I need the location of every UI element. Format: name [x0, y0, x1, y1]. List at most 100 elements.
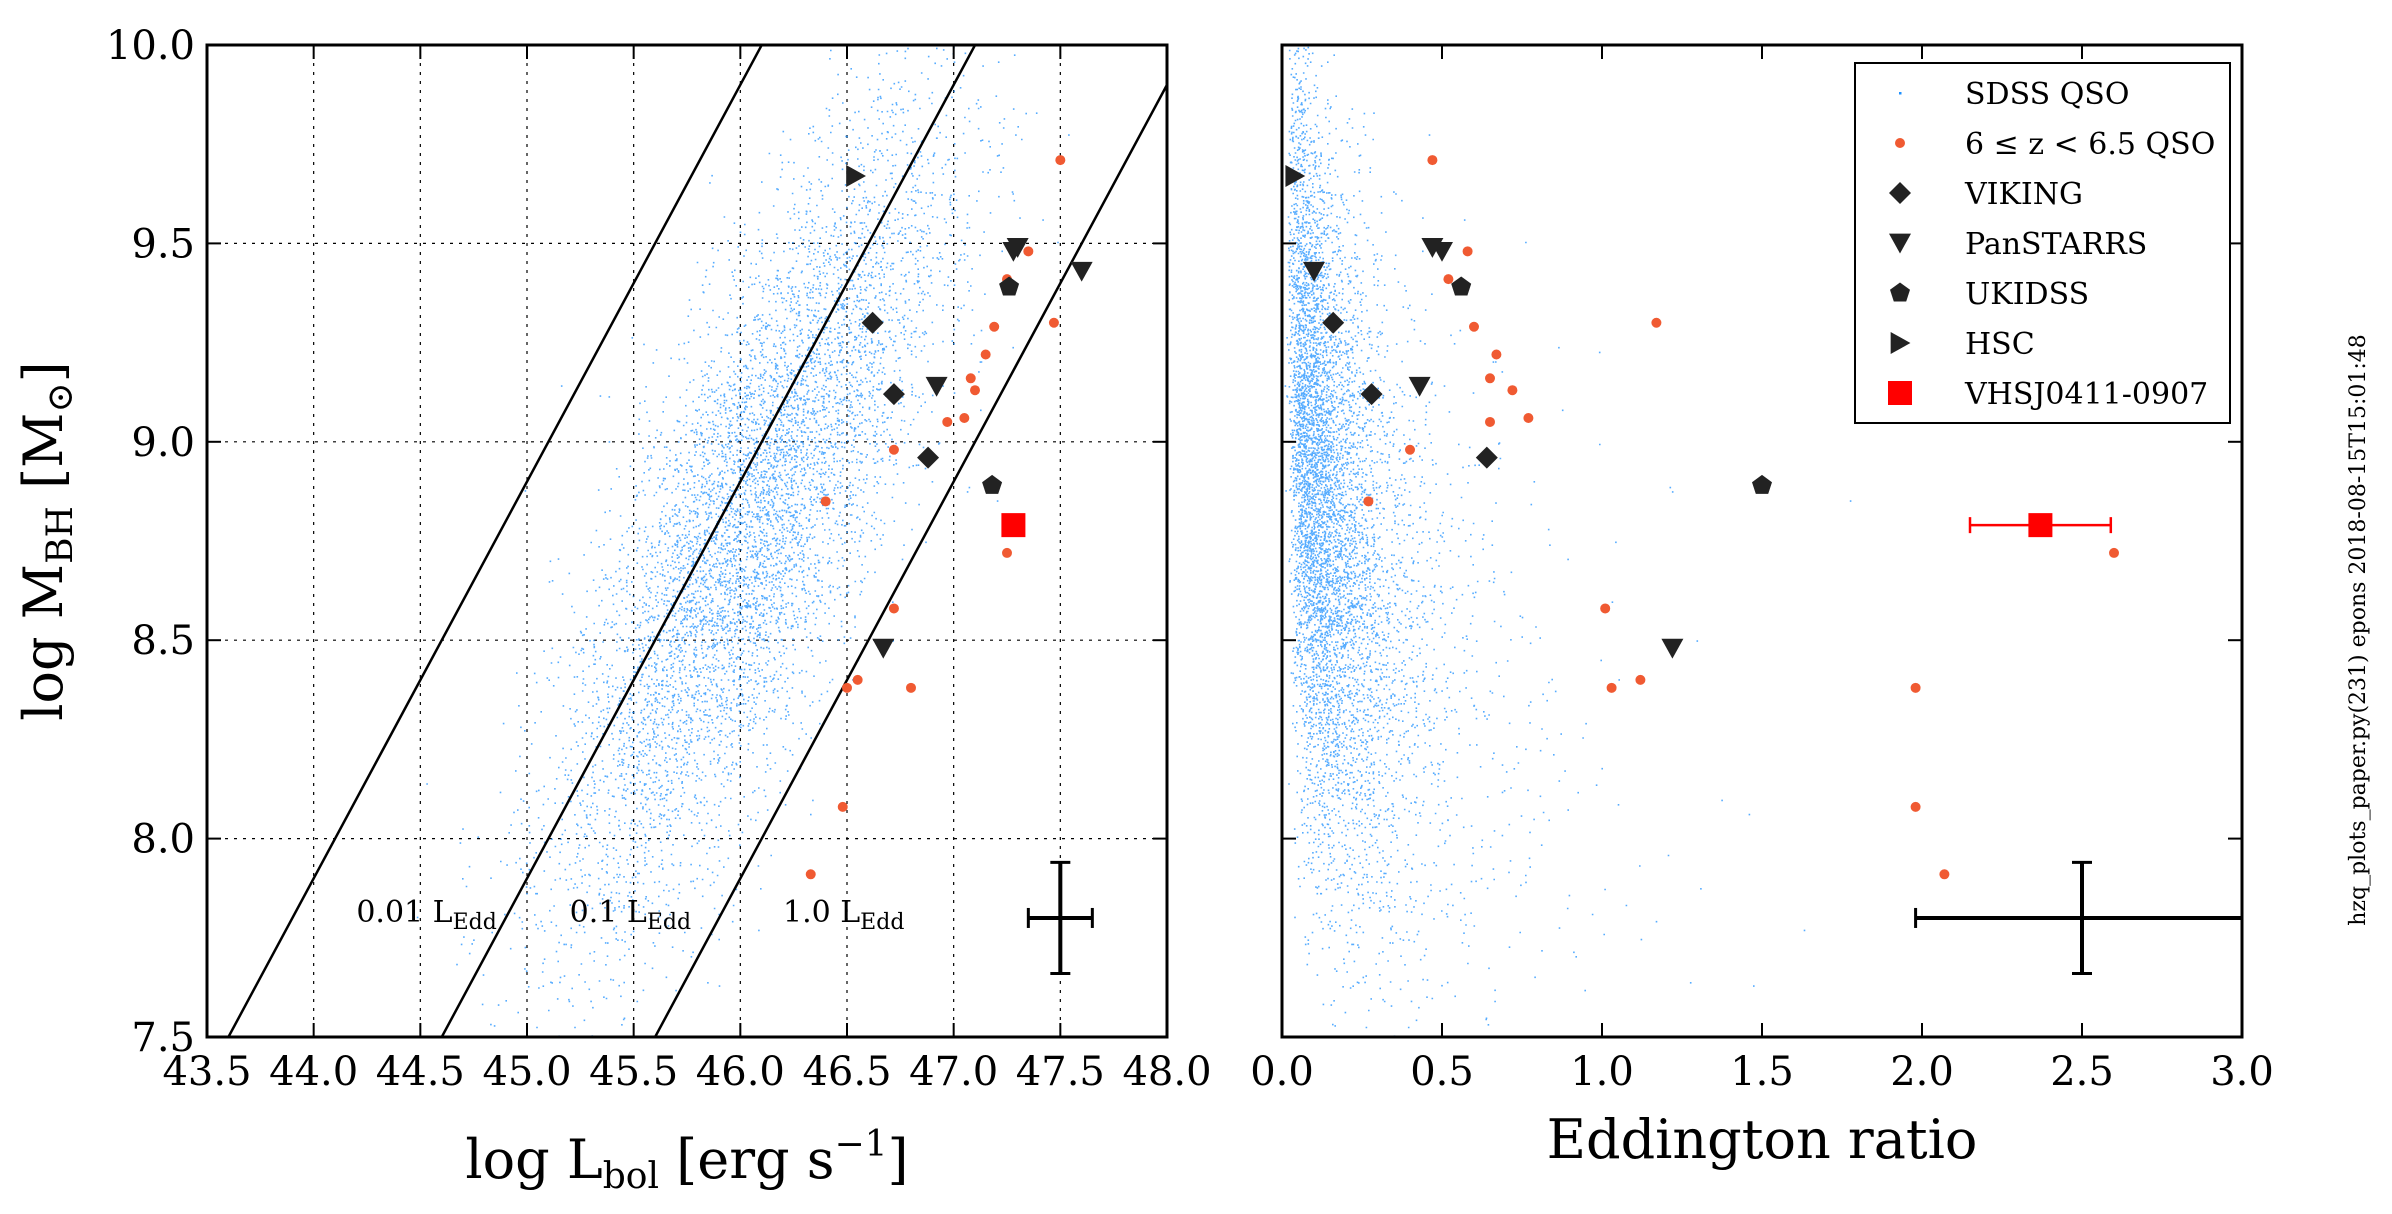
right-dot-point — [1469, 321, 1479, 332]
eddington-line-label: 1.0 LEdd — [783, 895, 904, 935]
left-y-axis-label: log MBH [M⊙] — [12, 361, 81, 720]
timestamp-stamp: hzq_plots_paper.py(231) epons 2018-08-15… — [2346, 334, 2371, 926]
left-dot-point — [1002, 547, 1012, 558]
right-dot-point — [1485, 373, 1495, 384]
legend-marker-diamond — [1889, 182, 1911, 204]
left-x-tick-label: 43.5 — [162, 1049, 251, 1095]
right-dot-point — [1910, 682, 1921, 693]
left-dot-point — [959, 412, 970, 423]
right-triangle-right-point — [1285, 164, 1306, 187]
left-dot-point — [805, 869, 816, 880]
right-dot-point — [1651, 317, 1662, 328]
right-dot-point — [1462, 246, 1473, 257]
legend-label: 6 ≤ z < 6.5 QSO — [1965, 127, 2215, 162]
left-dot-point — [1023, 246, 1034, 257]
right-x-tick-label: 3.0 — [2210, 1049, 2274, 1095]
left-survey-markers — [846, 164, 1093, 659]
right-triangle-down-point — [1303, 261, 1325, 282]
left-dot-point — [906, 682, 916, 693]
left-y-tick-label: 10.0 — [106, 23, 195, 69]
right-x-tick-label: 1.5 — [1730, 1049, 1794, 1095]
left-x-tick-label: 44.5 — [376, 1049, 465, 1095]
left-axes-frame — [205, 43, 1169, 1039]
left-square-point — [1001, 513, 1026, 538]
left-x-tick-label: 46.5 — [802, 1049, 891, 1095]
right-diamond-point — [1475, 446, 1498, 469]
right-diamond-point — [1360, 383, 1383, 406]
left-diamond-point — [917, 446, 940, 469]
right-hzq-points — [1363, 155, 2119, 880]
left-ticks: 43.5 44.0 44.5 45.0 45.5 46.0 46.5 47.0 47.5 48.0… — [106, 23, 1212, 1095]
right-dot-point — [1485, 416, 1495, 427]
legend-marker-square — [1888, 381, 1912, 405]
right-x-tick-label: 0.0 — [1250, 1049, 1314, 1095]
legend-label: UKIDSS — [1965, 277, 2089, 312]
left-eddington-labels: 0.01 LEdd 0.1 LEdd 1.0 LEdd — [356, 895, 904, 935]
left-dot-point — [837, 801, 848, 812]
right-dot-point — [1635, 674, 1646, 685]
left-x-tick-label: 45.0 — [482, 1049, 571, 1095]
left-y-tick-label: 9.5 — [131, 221, 195, 267]
right-dot-point — [1600, 603, 1611, 614]
legend-marker-dot — [1895, 138, 1905, 148]
right-dot-point — [1606, 682, 1617, 693]
eddington-line — [440, 45, 977, 1037]
left-eddington-lines — [226, 45, 1167, 1037]
right-pentagon-point — [1752, 474, 1772, 494]
right-dot-point — [1491, 349, 1502, 360]
right-triangle-down-point — [1408, 376, 1431, 397]
legend-label: VIKING — [1964, 177, 2083, 212]
left-dot-point — [852, 674, 863, 685]
left-panel: 43.5 44.0 44.5 45.0 45.5 46.0 46.5 47.0 47.5 48.0… — [12, 23, 1212, 1197]
left-dot-point — [820, 496, 831, 507]
left-pentagon-point — [982, 474, 1003, 494]
right-survey-markers — [1285, 164, 2113, 659]
left-y-tick-label: 7.5 — [131, 1015, 195, 1061]
right-dot-point — [1363, 496, 1374, 507]
left-diamond-point — [882, 383, 905, 406]
left-typical-error — [1026, 860, 1094, 976]
left-triangle-down-point — [925, 376, 948, 397]
right-x-tick-label: 2.5 — [2050, 1049, 2114, 1095]
left-y-tick-label: 9.0 — [131, 420, 195, 466]
right-x-tick-label: 1.0 — [1570, 1049, 1634, 1095]
right-dot-point — [1427, 155, 1438, 166]
right-ticks: 0.0 0.5 1.0 1.5 2.0 2.5 3.0 — [1250, 44, 2274, 1095]
left-dot-point — [1055, 155, 1066, 166]
right-dot-point — [2109, 547, 2119, 558]
left-y-tick-label: 8.0 — [131, 817, 195, 863]
left-dot-point — [965, 373, 976, 384]
right-square-point — [2028, 513, 2053, 538]
left-dot-point — [888, 444, 899, 455]
right-diamond-point — [1322, 311, 1345, 334]
left-dot-point — [1048, 317, 1059, 328]
eddington-line — [226, 45, 764, 1037]
left-dot-point — [942, 416, 953, 427]
legend-marker-pentagon — [1890, 282, 1910, 302]
left-x-tick-label: 46.0 — [696, 1049, 785, 1095]
left-x-tick-label: 44.0 — [269, 1049, 358, 1095]
right-typical-error — [1914, 860, 2242, 976]
left-dot-point — [888, 603, 899, 614]
left-pentagon-point — [999, 276, 1020, 296]
right-dot-point — [1523, 412, 1534, 423]
left-x-tick-label: 47.5 — [1016, 1049, 1105, 1095]
right-dot-point — [1939, 869, 1950, 880]
legend-marker-tiny-dot — [1899, 92, 1902, 95]
legend-box — [1854, 62, 2231, 424]
left-x-tick-label: 47.0 — [909, 1049, 998, 1095]
right-dot-point — [1507, 385, 1518, 396]
legend-marker-triangle-right — [1890, 332, 1911, 354]
right-pentagon-point — [1451, 276, 1472, 296]
right-dot-point — [1443, 274, 1454, 285]
left-x-tick-label: 45.5 — [589, 1049, 678, 1095]
left-diamond-point — [861, 311, 884, 334]
left-x-axis-label: log Lbol [erg s−1] — [465, 1124, 908, 1197]
left-triangle-down-point — [1002, 241, 1025, 262]
left-dot-point — [989, 321, 1000, 332]
eddington-line — [653, 82, 1167, 1037]
left-dot-point — [842, 682, 852, 693]
left-hzq-points — [805, 155, 1066, 880]
eddington-line-label: 0.1 LEdd — [570, 895, 691, 935]
left-triangle-down-point — [1070, 261, 1093, 282]
